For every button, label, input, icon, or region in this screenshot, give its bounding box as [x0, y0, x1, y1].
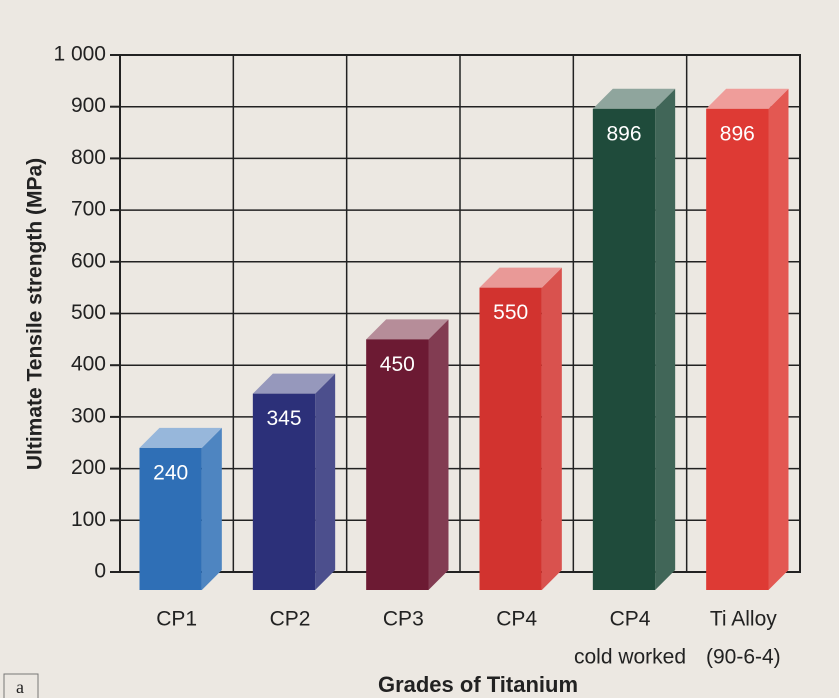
bar-side — [201, 427, 222, 590]
bar — [592, 108, 656, 590]
value-label: 896 — [606, 122, 641, 145]
bar — [139, 447, 202, 590]
y-tick-label: 200 — [71, 456, 106, 479]
bar-top — [252, 373, 336, 394]
bar — [366, 339, 429, 590]
y-tick-label: 800 — [71, 146, 106, 169]
bar-top — [366, 319, 449, 340]
bar-side — [655, 88, 676, 590]
bar-top — [706, 88, 789, 109]
bar — [479, 287, 542, 590]
bar-top — [139, 427, 222, 448]
bar-top — [479, 267, 562, 288]
x-axis-label: Grades of Titanium — [378, 672, 578, 697]
bar — [706, 108, 769, 590]
value-label: 896 — [720, 122, 755, 145]
value-label: 345 — [266, 407, 301, 430]
bar-side — [768, 88, 789, 590]
y-tick-label: 1 000 — [53, 43, 106, 66]
panel-box — [3, 673, 39, 698]
y-tick-label: 700 — [71, 198, 106, 221]
x-tick-label: (90-6-4) — [706, 646, 781, 669]
y-tick-label: 0 — [94, 560, 106, 583]
y-tick-label: 500 — [71, 301, 106, 324]
y-tick-label: 100 — [71, 508, 106, 531]
y-tick-label: 600 — [71, 249, 106, 272]
x-tick-label: cold worked — [574, 646, 686, 669]
bar-top — [592, 88, 676, 109]
x-tick-label: CP2 — [270, 608, 311, 631]
bar-side — [428, 319, 449, 590]
x-tick-label: CP1 — [156, 608, 197, 631]
bar-side — [541, 267, 562, 590]
y-tick-label: 900 — [71, 94, 106, 117]
x-tick-label: Ti Alloy — [710, 608, 777, 631]
x-tick-label: CP3 — [383, 608, 424, 631]
bar — [252, 393, 316, 590]
y-tick-label: 400 — [71, 353, 106, 376]
panel-label: a — [16, 677, 24, 697]
y-axis-label: Ultimate Tensile strength (MPa) — [24, 158, 47, 470]
bar-side — [315, 373, 336, 590]
value-label: 450 — [380, 353, 415, 376]
value-label: 550 — [493, 301, 528, 324]
value-label: 240 — [153, 461, 188, 484]
x-tick-label: CP4 — [496, 608, 537, 631]
y-tick-label: 300 — [71, 404, 106, 427]
x-tick-label: CP4 — [610, 608, 651, 631]
